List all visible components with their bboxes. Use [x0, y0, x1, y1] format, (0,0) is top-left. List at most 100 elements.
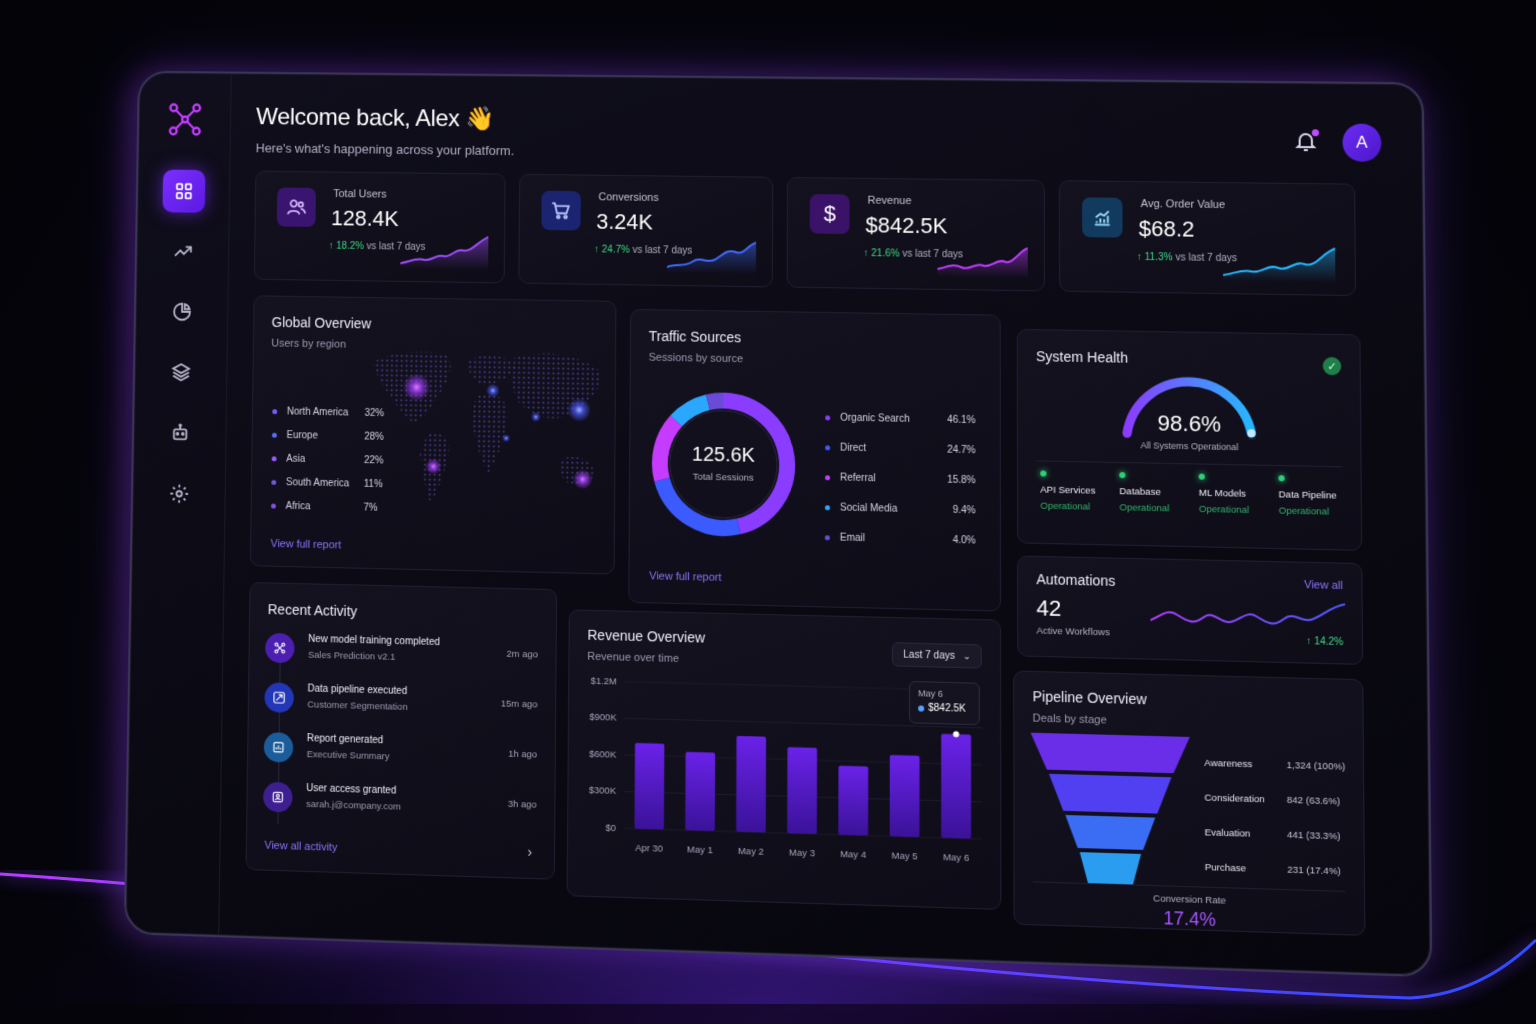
funnel-stage-purchase	[1079, 852, 1142, 885]
sidebar-item-dashboard[interactable]	[161, 169, 205, 213]
notifications-button[interactable]	[1293, 129, 1320, 155]
sidebar-item-settings[interactable]	[157, 472, 200, 516]
page-subtitle: Here's what's happening across your plat…	[255, 140, 515, 159]
y-tick-label: $0	[605, 823, 616, 834]
x-tick-label: May 6	[943, 852, 969, 863]
stage-label: Consideration	[1204, 792, 1265, 806]
sidebar-item-analytics[interactable]	[161, 230, 204, 273]
card-title: Recent Activity	[267, 601, 358, 620]
card-subtitle: Users by region	[271, 337, 347, 351]
activity-item[interactable]: New model training completed Sales Predic…	[265, 631, 538, 680]
pipeline-overview-card: Pipeline Overview Deals by stage Awarene…	[1013, 670, 1366, 936]
trending-icon	[172, 241, 193, 263]
range-select[interactable]: Last 7 days ⌄	[892, 642, 982, 669]
grid-icon	[173, 180, 194, 202]
layers-icon	[170, 361, 192, 383]
total-sessions-value: 125.6K	[691, 443, 755, 467]
region-row: Europe 28%	[271, 430, 384, 443]
traffic-row: Organic Search 46.1%	[825, 412, 976, 426]
activity-item[interactable]: User access granted sarah.j@company.com 3h…	[262, 780, 537, 830]
stage-label: Purchase	[1204, 862, 1247, 875]
card-title: Revenue Overview	[587, 626, 705, 646]
sidebar	[125, 72, 232, 936]
y-tick-label: $300K	[589, 785, 617, 796]
activity-item[interactable]: Data pipeline executed Customer Segmentat…	[264, 680, 537, 729]
sidebar-item-layers[interactable]	[159, 350, 202, 394]
donut-slice-direct	[662, 480, 739, 529]
page-title: Welcome back, Alex 👋	[255, 103, 495, 133]
kpi-card-conversions[interactable]: Conversions 3.24K ↑ 24.7% vs last 7 days	[518, 173, 774, 288]
notification-dot	[1311, 129, 1319, 137]
pipeline-icon	[264, 682, 294, 713]
kpi-sparkline	[937, 237, 1028, 279]
divider	[1036, 460, 1343, 468]
traffic-row: Social Media 9.4%	[824, 502, 976, 516]
stage-value: 231 (17.4%)	[1287, 864, 1341, 878]
revenue-bar	[941, 733, 972, 839]
kpi-value: $68.2	[1138, 215, 1195, 242]
revenue-bar	[634, 742, 665, 830]
user-check-icon	[262, 781, 293, 813]
view-all-activity-link[interactable]: View all activity	[264, 839, 338, 854]
stage-label: Awareness	[1204, 757, 1253, 771]
global-view-report-link[interactable]: View full report	[270, 538, 342, 552]
revenue-bar	[685, 751, 716, 832]
automations-view-all-link[interactable]: View all	[1304, 579, 1343, 593]
card-subtitle: Revenue over time	[587, 650, 679, 666]
recent-activity-card: Recent Activity New model training compl…	[245, 581, 558, 880]
welcome-block: Welcome back, Alex 👋 Here's what's happe…	[256, 103, 515, 158]
y-tick-label: $600K	[589, 749, 617, 760]
avatar[interactable]: A	[1342, 123, 1382, 162]
traffic-view-report-link[interactable]: View full report	[649, 570, 722, 584]
network-logo-icon[interactable]	[165, 100, 204, 139]
region-row: Africa 7%	[271, 501, 378, 514]
kpi-card-total-users[interactable]: Total Users 128.4K ↑ 18.2% vs last 7 day…	[253, 170, 506, 284]
kpi-value: 128.4K	[330, 205, 399, 231]
kpi-sparkline	[400, 230, 488, 271]
model-icon	[265, 632, 295, 664]
stage-value: 842 (63.6%)	[1286, 794, 1341, 808]
x-tick-label: May 1	[687, 844, 713, 855]
kpi-label: Total Users	[333, 188, 387, 201]
traffic-row: Email 4.0%	[824, 532, 976, 547]
main-content: Welcome back, Alex 👋 Here's what's happe…	[235, 74, 1430, 976]
x-tick-label: Apr 30	[635, 843, 663, 854]
x-tick-label: May 3	[789, 847, 815, 858]
robot-icon	[169, 422, 191, 444]
revenue-tooltip: May 6 $842.5K	[909, 680, 980, 726]
card-title: System Health	[1035, 348, 1129, 366]
service-status: ML Models Operational	[1198, 473, 1281, 517]
kpi-value: 3.24K	[596, 209, 653, 235]
kpi-card-revenue[interactable]: $ Revenue $842.5K ↑ 21.6% vs last 7 days	[786, 176, 1045, 292]
kpi-sparkline	[666, 234, 756, 275]
chart-up-icon	[1082, 197, 1123, 238]
kpi-label: Revenue	[867, 194, 912, 208]
automations-sparkline	[1150, 596, 1345, 635]
kpi-sparkline	[1220, 241, 1339, 283]
funnel-stage-awareness	[1030, 732, 1190, 774]
sidebar-item-reports[interactable]	[160, 290, 203, 334]
card-subtitle: Sessions by source	[648, 351, 744, 366]
health-readout: 98.6% All Systems Operational	[1113, 410, 1266, 453]
kpi-label: Avg. Order Value	[1140, 198, 1226, 212]
donut-slice-email	[708, 400, 724, 402]
sidebar-item-automation[interactable]	[158, 411, 201, 455]
stage-value: 441 (33.3%)	[1286, 829, 1341, 843]
card-title: Automations	[1036, 571, 1116, 589]
y-tick-label: $900K	[589, 712, 617, 723]
revenue-bar	[736, 735, 767, 833]
card-title: Traffic Sources	[648, 328, 742, 346]
y-tick-label: $1.2M	[591, 676, 617, 687]
activity-item[interactable]: Report generated Executive Summary 1h ago	[263, 730, 538, 780]
chevron-right-icon[interactable]: ›	[527, 843, 533, 860]
kpi-card-avg-order-value[interactable]: Avg. Order Value $68.2 ↑ 11.3% vs last 7…	[1058, 180, 1357, 297]
dashboard-window: Welcome back, Alex 👋 Here's what's happe…	[123, 70, 1433, 978]
service-status: Data Pipeline Operational	[1278, 475, 1360, 518]
gear-icon	[168, 483, 190, 505]
automations-delta: ↑ 14.2%	[1306, 636, 1344, 649]
users-icon	[276, 187, 316, 227]
chevron-down-icon: ⌄	[963, 650, 971, 661]
traffic-sources-card: Traffic Sources Sessions by source 125.6…	[628, 308, 1001, 612]
system-health-card: System Health ✓ 98.6% All Systems Operat…	[1016, 328, 1363, 551]
stage-label: Evaluation	[1204, 827, 1251, 840]
